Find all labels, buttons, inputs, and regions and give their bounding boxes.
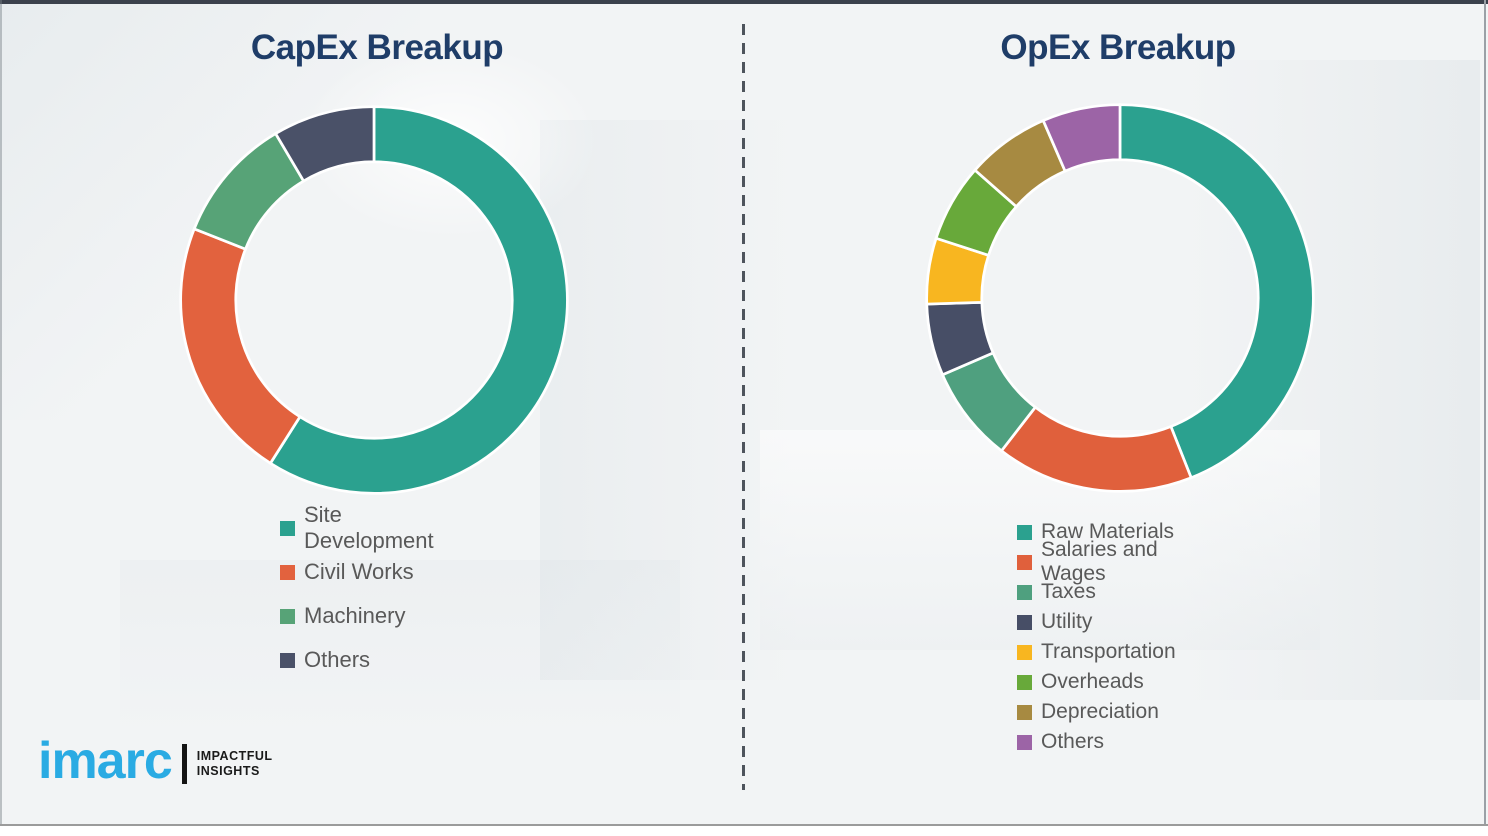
- legend-swatch: [1017, 704, 1032, 720]
- legend-swatch: [1017, 734, 1032, 750]
- legend-item: Civil Works: [280, 550, 434, 594]
- capex-donut-chart: [171, 97, 577, 503]
- frame-border-right: [1484, 0, 1486, 824]
- logo-tagline: IMPACTFUL INSIGHTS: [197, 749, 273, 779]
- legend-item: Others: [280, 638, 434, 682]
- legend-label: Machinery: [304, 603, 406, 628]
- legend-label: Others: [304, 647, 371, 672]
- logo-tagline-line1: IMPACTFUL: [196, 749, 273, 763]
- legend-swatch: [1017, 524, 1032, 540]
- legend-label: Civil Works: [304, 559, 414, 584]
- dashed-divider: [742, 24, 745, 790]
- donut-svg: [179, 105, 569, 495]
- donut-segment-others: [1041, 103, 1122, 173]
- opex-donut-chart: [917, 95, 1323, 501]
- legend-item: Depreciation: [1017, 697, 1176, 727]
- legend-swatch: [280, 652, 295, 668]
- legend-item: Salaries and Wages: [1017, 538, 1176, 585]
- legend-item: Others: [1017, 727, 1176, 757]
- legend-swatch: [1017, 644, 1032, 660]
- legend-label: Site Development: [304, 502, 434, 553]
- legend-swatch: [280, 564, 295, 580]
- legend-label: Utility: [1041, 610, 1093, 633]
- frame-border-left: [0, 0, 2, 824]
- legend-swatch: [1017, 614, 1032, 630]
- capex-legend: Site Development Civil Works Machinery Othe…: [280, 502, 434, 682]
- logo-separator-bar: [181, 744, 187, 784]
- donut-segment-civil-works: [179, 227, 302, 466]
- legend-swatch: [1017, 584, 1032, 600]
- legend-label: Transportation: [1041, 640, 1176, 663]
- legend-item: Machinery: [280, 594, 434, 638]
- donut-segment-raw-materials: [1118, 103, 1315, 480]
- legend-item: Transportation: [1017, 637, 1176, 667]
- legend-label: Overheads: [1041, 670, 1144, 693]
- legend-swatch: [1017, 674, 1032, 690]
- imarc-wordmark: imarc: [38, 732, 173, 790]
- capex-title: CapEx Breakup: [250, 28, 504, 67]
- background-texture: [540, 120, 800, 680]
- legend-label: Others: [1041, 730, 1105, 753]
- frame-border-top: [0, 0, 1488, 4]
- legend-swatch: [280, 608, 295, 624]
- opex-legend: Raw Materials Salaries and Wages Taxes Util…: [1017, 517, 1176, 757]
- legend-item: Site Development: [280, 502, 434, 553]
- legend-item: Overheads: [1017, 667, 1176, 697]
- imarc-logo: imarc IMPACTFUL INSIGHTS: [38, 735, 273, 787]
- legend-item: Utility: [1017, 607, 1176, 637]
- legend-label: Salaries and Wages: [1041, 538, 1158, 585]
- donut-svg: [925, 103, 1315, 493]
- frame-border-bottom: [0, 824, 1488, 826]
- legend-label: Taxes: [1041, 580, 1096, 603]
- logo-tagline-line2: INSIGHTS: [196, 764, 260, 778]
- legend-swatch: [280, 520, 295, 536]
- donut-segment-salaries-and-wages: [999, 405, 1193, 493]
- legend-swatch: [1017, 554, 1032, 570]
- legend-label: Depreciation: [1041, 700, 1159, 723]
- opex-title: OpEx Breakup: [1000, 28, 1236, 67]
